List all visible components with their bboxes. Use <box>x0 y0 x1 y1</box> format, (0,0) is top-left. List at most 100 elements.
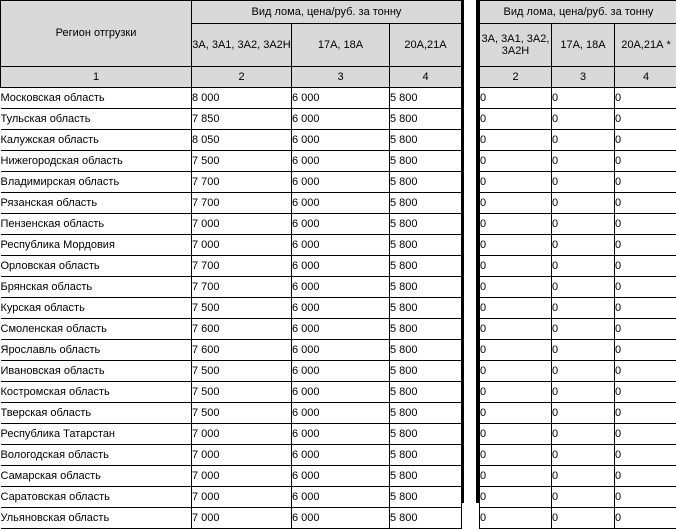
price-17a: 0 <box>552 403 615 424</box>
price-3a: 0 <box>480 235 552 256</box>
region-name: Костромская область <box>1 382 192 403</box>
price-20a: 5 800 <box>390 424 462 445</box>
price-17a: 0 <box>552 256 615 277</box>
price-3a: 7 000 <box>192 466 292 487</box>
price-3a: 7 700 <box>192 256 292 277</box>
price-17a: 6 000 <box>292 445 390 466</box>
price-20a: 5 800 <box>390 445 462 466</box>
price-20a: 5 800 <box>390 88 462 109</box>
price-20a: 0 <box>615 151 676 172</box>
region-name: Самарская область <box>1 466 192 487</box>
price-3a: 7 000 <box>192 424 292 445</box>
left-header-region: Регион отгрузки <box>1 1 192 67</box>
price-3a: 0 <box>480 487 552 508</box>
price-17a: 0 <box>552 361 615 382</box>
price-3a: 0 <box>480 256 552 277</box>
left-header-col-17a: 17А, 18А <box>292 24 390 67</box>
price-3a: 7 500 <box>192 298 292 319</box>
left-header-group: Вид лома, цена/руб. за тонну <box>192 1 462 24</box>
price-17a: 6 000 <box>292 319 390 340</box>
right-price-table: Вид лома, цена/руб. за тонну 3А, 3А1, 3А… <box>479 0 676 529</box>
region-name: Тверская область <box>1 403 192 424</box>
left-number-1: 1 <box>1 67 192 88</box>
price-17a: 6 000 <box>292 214 390 235</box>
region-name: Смоленская область <box>1 319 192 340</box>
price-17a: 6 000 <box>292 424 390 445</box>
price-3a: 0 <box>480 193 552 214</box>
price-20a: 5 800 <box>390 487 462 508</box>
price-17a: 0 <box>552 109 615 130</box>
right-header-group-row: Вид лома, цена/руб. за тонну <box>480 1 676 24</box>
price-3a: 0 <box>480 424 552 445</box>
price-17a: 0 <box>552 487 615 508</box>
price-20a: 0 <box>615 361 676 382</box>
price-17a: 6 000 <box>292 151 390 172</box>
table-separator-left-bar <box>461 0 464 503</box>
price-20a: 5 800 <box>390 508 462 529</box>
price-20a: 0 <box>615 403 676 424</box>
price-17a: 6 000 <box>292 361 390 382</box>
price-20a: 0 <box>615 256 676 277</box>
price-20a: 5 800 <box>390 172 462 193</box>
price-17a: 0 <box>552 340 615 361</box>
region-name: Нижегородская область <box>1 151 192 172</box>
price-20a: 5 800 <box>390 214 462 235</box>
price-20a: 5 800 <box>390 382 462 403</box>
left-number-2: 2 <box>192 67 292 88</box>
price-3a: 7 600 <box>192 340 292 361</box>
price-20a: 0 <box>615 172 676 193</box>
price-20a: 5 800 <box>390 151 462 172</box>
right-number-2: 2 <box>480 67 552 88</box>
price-20a: 5 800 <box>390 277 462 298</box>
price-3a: 8 050 <box>192 130 292 151</box>
price-20a: 5 800 <box>390 256 462 277</box>
price-3a: 7 700 <box>192 277 292 298</box>
price-20a: 0 <box>615 424 676 445</box>
price-3a: 0 <box>480 172 552 193</box>
right-header-sub-row: 3А, 3А1, 3А2, 3А2Н 17А, 18А 20А,21А * <box>480 24 676 67</box>
price-17a: 6 000 <box>292 109 390 130</box>
region-name: Республика Татарстан <box>1 424 192 445</box>
price-17a: 6 000 <box>292 88 390 109</box>
region-name: Владимирская область <box>1 172 192 193</box>
region-name: Калужская область <box>1 130 192 151</box>
price-17a: 6 000 <box>292 130 390 151</box>
price-17a: 6 000 <box>292 382 390 403</box>
region-name: Московская область <box>1 88 192 109</box>
price-20a: 0 <box>615 382 676 403</box>
price-17a: 6 000 <box>292 340 390 361</box>
price-20a: 0 <box>615 109 676 130</box>
price-17a: 6 000 <box>292 256 390 277</box>
price-20a: 5 800 <box>390 193 462 214</box>
right-number-3: 3 <box>552 67 615 88</box>
price-17a: 6 000 <box>292 403 390 424</box>
price-3a: 0 <box>480 445 552 466</box>
region-name: Ярославль область <box>1 340 192 361</box>
right-header-col-20a: 20А,21А * <box>615 24 676 67</box>
region-name: Республика Мордовия <box>1 235 192 256</box>
left-number-3: 3 <box>292 67 390 88</box>
